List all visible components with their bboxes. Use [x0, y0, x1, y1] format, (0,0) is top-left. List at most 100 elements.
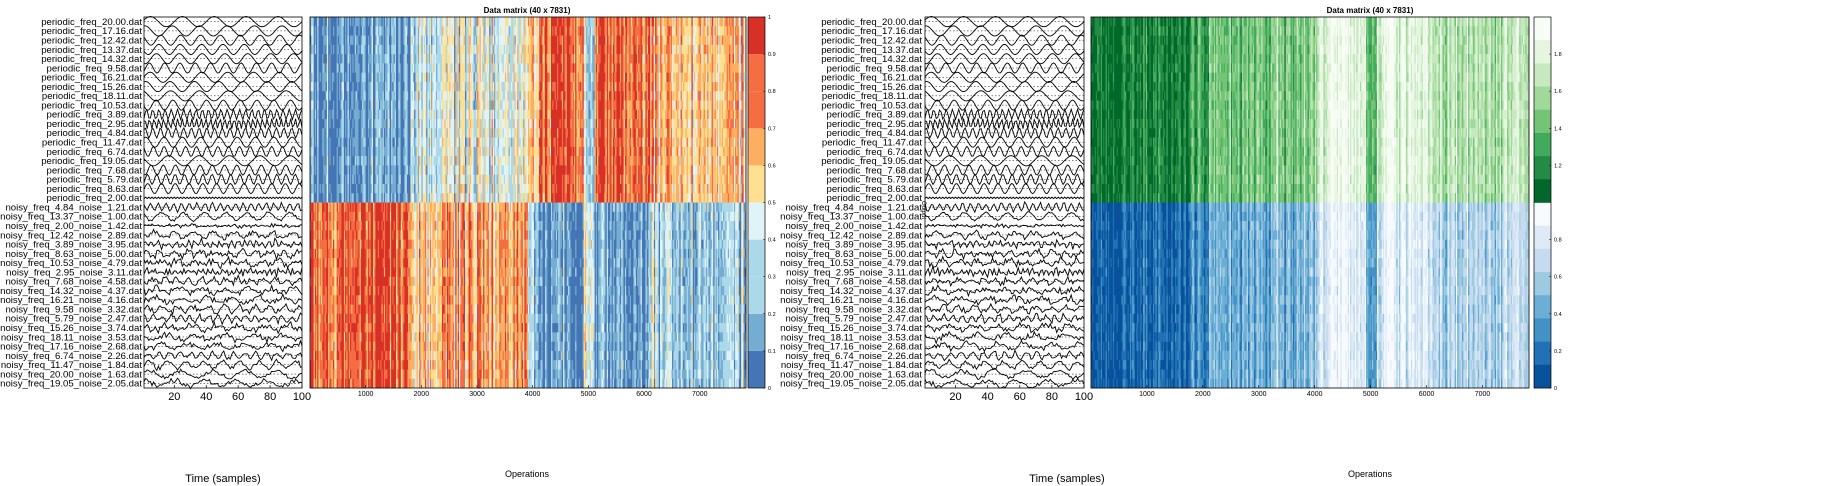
heatmap-cell — [376, 137, 379, 148]
heatmap-cell — [331, 221, 334, 231]
heatmap-cell — [360, 202, 363, 213]
heatmap-cell — [364, 350, 367, 361]
heatmap-cell — [392, 230, 394, 240]
heatmap-cell — [356, 276, 358, 287]
heatmap-cell — [313, 267, 316, 278]
heatmap-cell — [379, 211, 381, 222]
heatmap-cell — [391, 165, 393, 175]
heatmap-cell — [389, 54, 392, 64]
heatmap-cell — [398, 313, 401, 324]
heatmap-cell — [317, 230, 319, 240]
heatmap-cell — [324, 332, 327, 342]
heatmap-cell — [319, 26, 322, 36]
heatmap-cell — [382, 276, 385, 287]
heatmap-cell — [322, 221, 324, 231]
heatmap-cell — [336, 221, 339, 231]
heatmap-cell — [402, 304, 404, 315]
heatmap-cell — [336, 91, 339, 101]
heatmap-cell — [349, 360, 352, 370]
heatmap-cell — [387, 44, 390, 55]
heatmap-cell — [365, 183, 368, 194]
heatmap-cell — [336, 230, 339, 240]
heatmap-cell — [366, 378, 369, 389]
heatmap-cell — [356, 26, 358, 36]
heatmap-cell — [403, 285, 405, 296]
heatmap-cell — [343, 323, 346, 333]
heatmap-cell — [329, 350, 331, 361]
heatmap-cell — [393, 360, 396, 370]
heatmap-cell — [377, 369, 380, 380]
heatmap-cell — [352, 248, 354, 259]
heatmap-cell — [397, 360, 399, 370]
heatmap-cell — [376, 146, 379, 157]
heatmap-cell — [375, 369, 378, 380]
heatmap-cell — [376, 304, 379, 315]
heatmap-cell — [376, 17, 379, 27]
heatmap-cell — [372, 276, 375, 287]
heatmap-cell — [403, 26, 405, 36]
heatmap-cell — [324, 239, 327, 250]
heatmap-cell — [389, 304, 392, 315]
heatmap-cell — [353, 119, 356, 129]
heatmap-cell — [386, 91, 388, 101]
heatmap-cell — [404, 26, 407, 36]
heatmap-cell — [393, 313, 396, 324]
heatmap-cell — [334, 91, 336, 101]
heatmap-cell — [379, 63, 381, 73]
heatmap-cell — [395, 44, 398, 55]
heatmap-cell — [337, 109, 340, 120]
heatmap-cell — [324, 146, 327, 157]
heatmap-cell — [400, 193, 403, 203]
heatmap-cell — [326, 156, 329, 166]
heatmap-cell — [403, 360, 405, 370]
heatmap-cell — [320, 137, 323, 148]
heatmap-cell — [354, 267, 357, 278]
heatmap-cell — [346, 304, 348, 315]
heatmap-cell — [354, 26, 357, 36]
heatmap-cell — [333, 332, 335, 342]
heatmap-cell — [368, 35, 370, 46]
heatmap-cell — [389, 35, 392, 46]
heatmap-cell — [403, 341, 405, 352]
heatmap-cell — [381, 100, 384, 111]
heatmap-cell — [372, 267, 375, 278]
heatmap-cell — [388, 146, 391, 157]
heatmap-cell — [371, 230, 374, 240]
heatmap-cell — [369, 230, 371, 240]
heatmap-cell — [388, 360, 391, 370]
heatmap-cell — [347, 230, 350, 240]
heatmap-cell — [366, 165, 369, 175]
ts-line — [143, 126, 303, 140]
ts-frame — [143, 16, 303, 389]
heatmap-cell — [399, 369, 402, 380]
heatmap-cell — [330, 285, 333, 296]
ts-line — [143, 236, 303, 252]
heatmap-cell — [314, 313, 317, 324]
heatmap-cell — [325, 156, 328, 166]
heatmap-cell — [310, 369, 312, 380]
row-label: periodic_freq_2.00.dat — [47, 193, 143, 204]
ts-line — [143, 368, 303, 380]
heatmap-cell — [394, 350, 397, 361]
heatmap-cell — [368, 239, 370, 250]
heatmap-cell — [317, 72, 319, 83]
heatmap-cell — [312, 378, 315, 389]
heatmap-cell — [348, 295, 351, 305]
heatmap-cell — [325, 295, 328, 305]
heatmap-cell — [383, 193, 386, 203]
heatmap-cell — [326, 267, 329, 278]
row-label: noisy_freq_13.37_noise_1.00.dat — [0, 212, 142, 223]
heatmap-cell — [324, 81, 327, 92]
ts-line — [143, 292, 303, 306]
heatmap-cell — [319, 156, 322, 166]
heatmap-cell — [359, 378, 362, 389]
heatmap-cell — [328, 17, 330, 27]
heatmap-cell — [330, 239, 333, 250]
heatmap-cell — [333, 26, 335, 36]
heatmap-cell — [398, 202, 401, 213]
heatmap-cell — [395, 174, 398, 185]
heatmap-cell — [392, 119, 394, 129]
heatmap-cell — [336, 109, 339, 120]
heatmap-cell — [375, 323, 378, 333]
heatmap-cell — [359, 332, 362, 342]
